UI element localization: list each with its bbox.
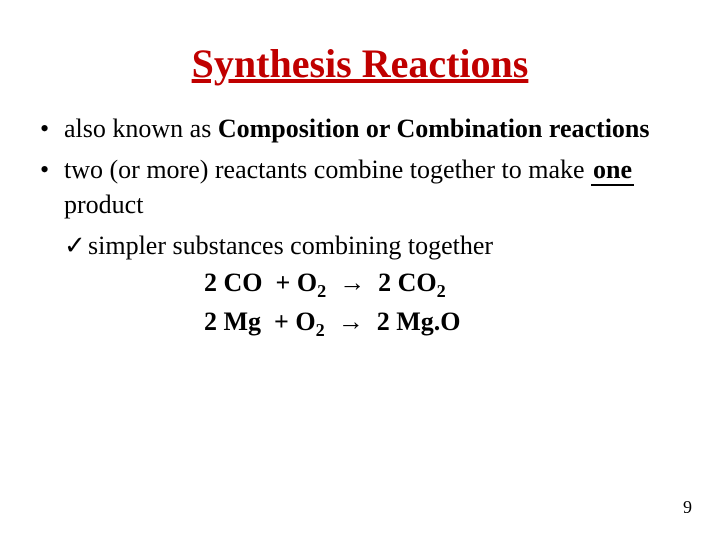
bullet-prefix: also known as [64,114,218,143]
eq-subscript: 2 [316,320,325,340]
bullet-suffix: product [64,190,143,219]
equation-row: 2 Mg + O2 → 2 Mg.O [204,304,680,343]
eq-subscript: 2 [317,282,326,302]
eq-species: CO [224,268,263,297]
eq-coef: 2 [204,268,217,297]
eq-coef: 2 [377,307,390,336]
arrow-icon: → [339,267,365,297]
equations: 2 CO + O2 → 2 CO2 2 Mg + O2 → 2 Mg.O [204,265,680,343]
eq-species-base: O [295,307,315,336]
eq-species-base: O [297,268,317,297]
check-icon: ✓ [64,228,88,263]
bullet-item: • also known as Composition or Combinati… [40,111,680,146]
eq-tail: .O [434,307,461,336]
bullet-marker: • [40,152,64,222]
eq-species-base: Mg [396,307,434,336]
bullet-bold: Composition or Combination reactions [218,114,650,143]
bullet-marker: • [40,111,64,146]
fill-in-blank: one [591,155,634,186]
arrow-icon: → [338,306,364,336]
eq-subscript: 2 [437,282,446,302]
equation-row: 2 CO + O2 → 2 CO2 [204,265,680,304]
eq-species: Mg [224,307,262,336]
bullet-text: two (or more) reactants combine together… [64,152,680,222]
eq-coef: 2 [204,307,217,336]
bullet-item: • two (or more) reactants combine togeth… [40,152,680,222]
page-number: 9 [683,497,692,518]
slide-title: Synthesis Reactions [40,40,680,87]
bullet-list: • also known as Composition or Combinati… [40,111,680,343]
eq-coef: 2 [378,268,391,297]
sub-bullet: ✓ simpler substances combining together … [64,228,680,343]
bullet-text: also known as Composition or Combination… [64,111,680,146]
slide: Synthesis Reactions • also known as Comp… [0,0,720,540]
bullet-prefix: two (or more) reactants combine together… [64,155,591,184]
sub-bullet-text: simpler substances combining together [88,228,493,263]
eq-species-base: CO [398,268,437,297]
